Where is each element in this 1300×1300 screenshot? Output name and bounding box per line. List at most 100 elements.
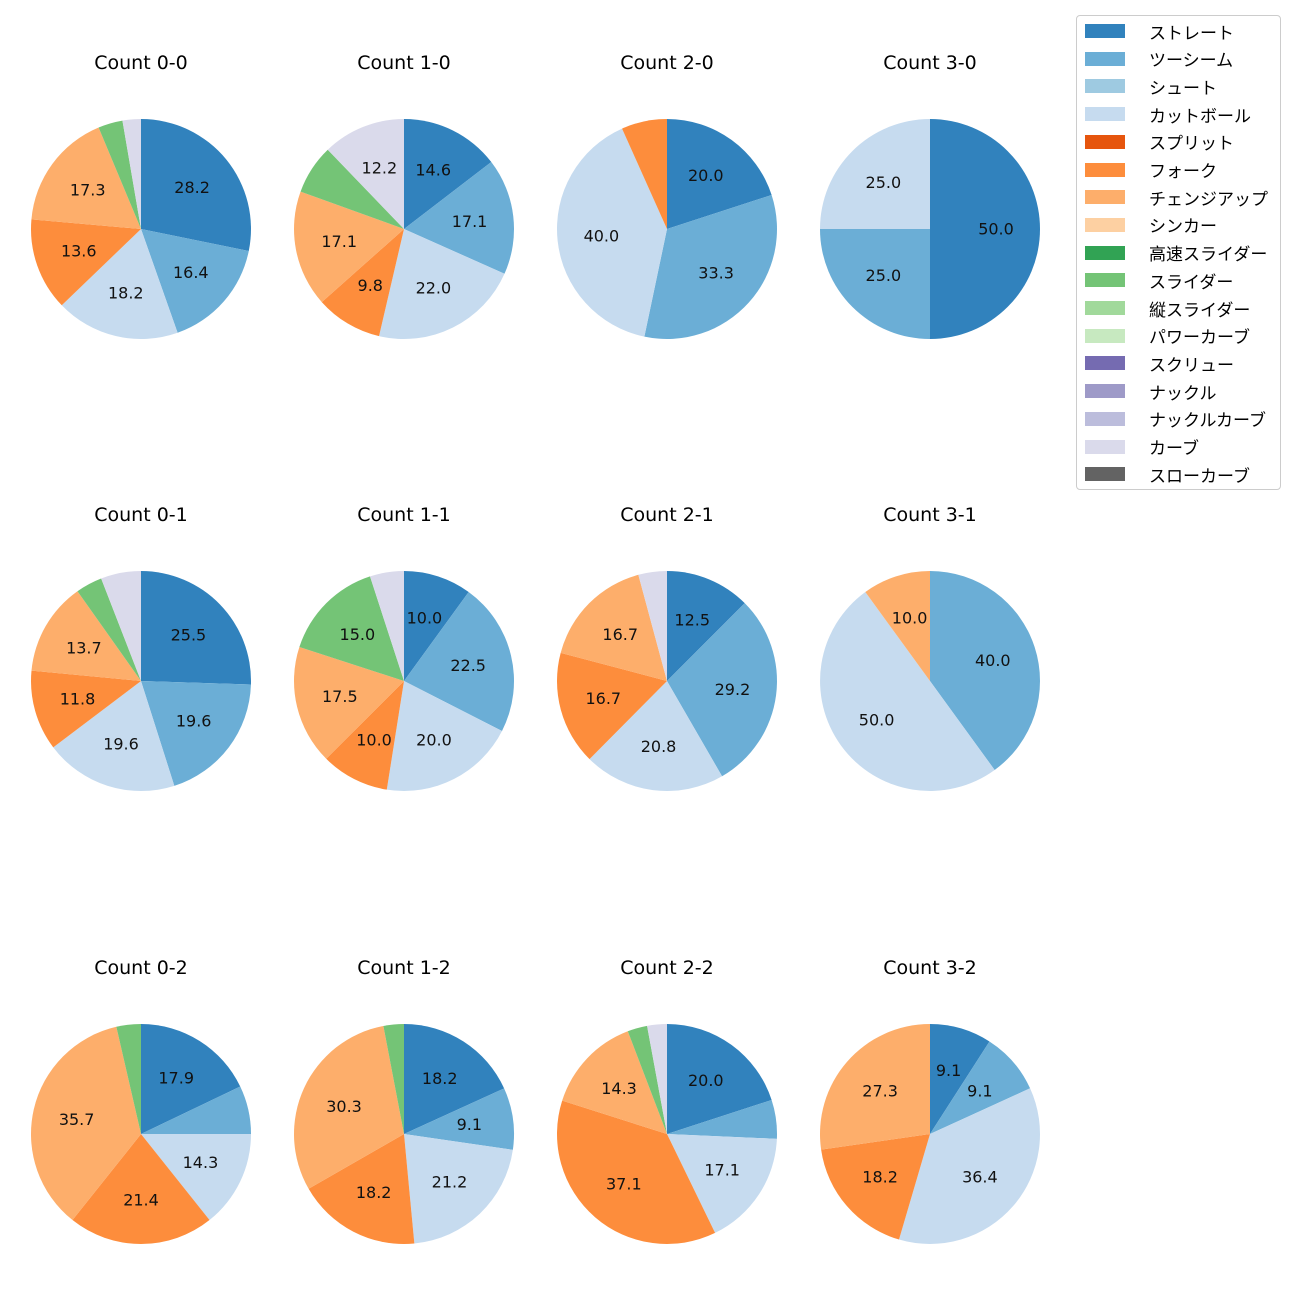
slice-label: 20.8 [641,737,677,756]
pie-slice [327,119,404,229]
legend-label: ストレート [1149,23,1234,44]
slice-label: 17.3 [70,181,106,200]
pie-slice [821,1134,930,1240]
slice-label: 25.5 [171,626,207,645]
pie-slice [326,681,404,790]
pie-slice [141,229,249,333]
legend-swatch [1085,134,1125,149]
legend-swatch [1085,384,1125,399]
slice-label: 37.1 [606,1174,642,1193]
pie-slice [404,162,515,274]
slice-label: 11.8 [60,690,96,709]
legend-item: ナックル [1085,379,1217,404]
pie-slice [820,119,930,229]
pie-title: Count 3-1 [883,504,977,526]
slice-label: 21.4 [123,1191,159,1210]
pie-slice [379,229,505,340]
pie-slice [644,195,778,339]
pie-slice [98,120,141,229]
pie-slice [667,1100,777,1139]
pie-slice [293,1025,404,1189]
legend-label: ナックルカーブ [1149,411,1266,432]
legend-label: フォーク [1149,162,1217,182]
legend-swatch [1085,162,1125,177]
pie-slice [72,1134,210,1244]
legend-item: ナックルカーブ [1085,407,1266,431]
legend-label: ツーシーム [1149,51,1234,72]
pie-10: Count 1-2 18.2 9.1 21.2 18.2 30.3 [293,957,514,1244]
legend-swatch [1085,439,1125,454]
pie-slice [31,591,142,681]
slice-label: 36.4 [962,1168,998,1187]
slice-label: 9.8 [358,276,383,295]
pie-slice [299,576,404,681]
pie-slice [101,571,141,681]
slice-label: 14.6 [415,160,451,179]
pie-slice [141,681,251,786]
legend-label: シンカー [1149,217,1217,238]
pie-title: Count 2-2 [620,957,714,979]
pie-slice [53,681,175,792]
pie-slice [557,652,667,760]
pie-11: Count 2-2 20.0 17.1 37.1 14.3 [557,957,777,1244]
slice-label: 33.3 [698,264,734,283]
pie-title: Count 0-1 [94,504,188,526]
pie-slice [820,1024,930,1150]
legend-swatch [1085,328,1125,343]
legend-item: スプリット [1085,130,1234,154]
legend-label: カットボール [1149,106,1251,127]
legend-item: 高速スライダー [1085,241,1267,265]
pie-slice [638,571,667,681]
pie-slice [31,670,142,748]
pie-slice [308,1134,415,1244]
pie-slice [404,592,515,731]
legend-item: フォーク [1085,158,1217,182]
slice-label: 20.0 [688,1071,724,1090]
slice-label: 14.3 [601,1079,637,1098]
pie-slice [667,1134,777,1233]
slice-label: 18.2 [422,1069,458,1088]
pie-slice [321,229,404,337]
pie-slice [141,119,251,251]
pie-slice [383,1024,404,1134]
pie-slice [122,119,141,229]
slice-label: 40.0 [584,227,620,246]
slice-label: 9.1 [936,1061,961,1080]
slice-label: 17.9 [158,1069,194,1088]
pie-slice [30,1026,141,1221]
pie-slice [589,681,723,792]
pie-title: Count 2-1 [620,504,714,526]
pie-slice [31,127,141,229]
pie-slice [404,119,492,229]
legend-label: チェンジアップ [1149,189,1268,210]
legend-swatch [1085,467,1125,482]
slice-label: 17.5 [322,687,358,706]
pie-slice [930,1041,1031,1134]
pie-slice [930,119,1040,339]
slice-label: 19.6 [103,734,139,753]
legend-label: スローカーブ [1149,466,1250,487]
pie-slice [667,119,772,229]
pie-title: Count 1-1 [357,504,451,526]
pie-slice [647,1024,667,1134]
slice-label: 30.3 [326,1097,362,1116]
slice-label: 40.0 [975,651,1011,670]
slice-label: 13.7 [66,638,102,657]
pie-6: Count 1-1 10.0 22.5 20.0 10.0 17.5 15.0 [293,504,515,792]
pie-title: Count 3-0 [883,52,977,74]
pie-slice [560,574,667,681]
slice-label: 12.5 [674,611,710,630]
slice-label: 17.1 [704,1161,740,1180]
slice-label: 10.0 [407,609,443,628]
legend: ストレートツーシームシュートカットボールスプリットフォークチェンジアップ シンカー… [1076,15,1281,490]
legend-label: シュート [1149,78,1217,99]
slice-label: 50.0 [978,220,1014,239]
pie-slice [77,578,141,681]
pie-3: Count 2-0 20.0 33.3 40.0 [557,52,778,339]
pie-slice [61,229,178,339]
slice-label: 18.2 [108,284,144,303]
legend-item: シュート [1085,74,1217,99]
slice-label: 10.0 [892,609,928,628]
slice-label: 15.0 [340,625,376,644]
